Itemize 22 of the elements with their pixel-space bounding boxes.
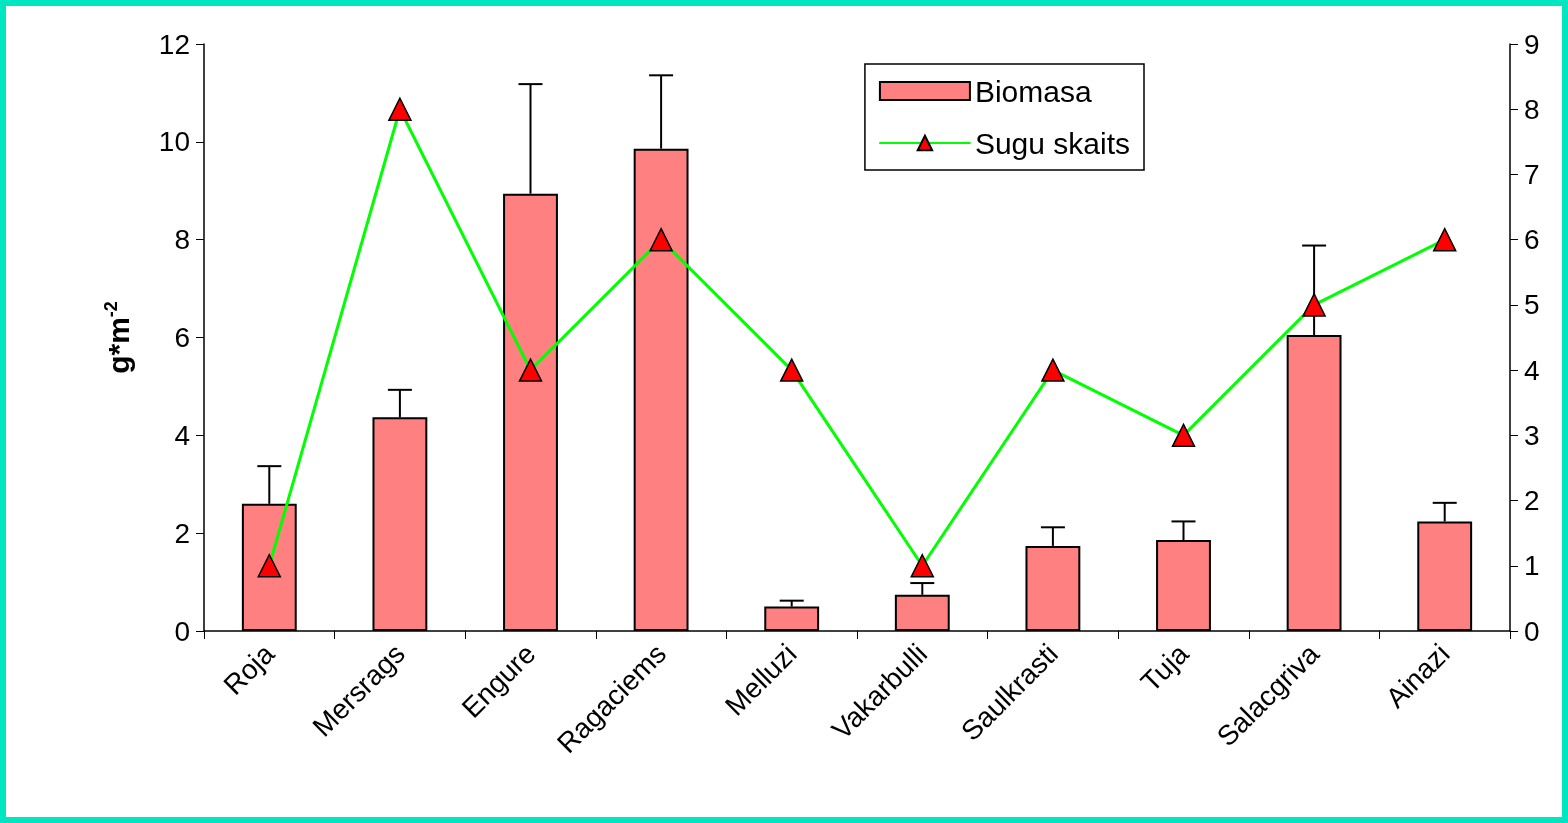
y2-tick-label: 9: [1524, 28, 1540, 60]
y2-tick-label: 0: [1524, 615, 1540, 647]
y-axis-title: g*m-2: [101, 301, 135, 374]
y-tick-label: 10: [158, 126, 190, 158]
y-tick-label: 8: [174, 224, 190, 256]
y-tick-label: 6: [174, 322, 190, 353]
y2-tick-label: 7: [1524, 158, 1540, 190]
y-tick-label: 4: [174, 419, 190, 451]
y2-tick-label: 6: [1524, 224, 1540, 256]
y2-tick-label: 8: [1524, 93, 1540, 125]
y2-tick-label: 2: [1524, 485, 1540, 517]
legend-label: Biomasa: [974, 74, 1092, 108]
y2-tick-label: 3: [1524, 419, 1540, 451]
y-tick-label: 0: [174, 615, 190, 647]
x-tick-label: Tuja: [1134, 637, 1195, 698]
y2-tick-label: 5: [1524, 289, 1540, 321]
legend-label: Sugu skaits: [974, 126, 1131, 160]
y2-tick-label: 1: [1524, 550, 1540, 582]
y2-tick-label: 4: [1524, 354, 1540, 386]
y-tick-label: 12: [158, 28, 190, 60]
y-tick-label: 2: [174, 517, 190, 549]
x-tick-label: Roja: [217, 637, 281, 701]
